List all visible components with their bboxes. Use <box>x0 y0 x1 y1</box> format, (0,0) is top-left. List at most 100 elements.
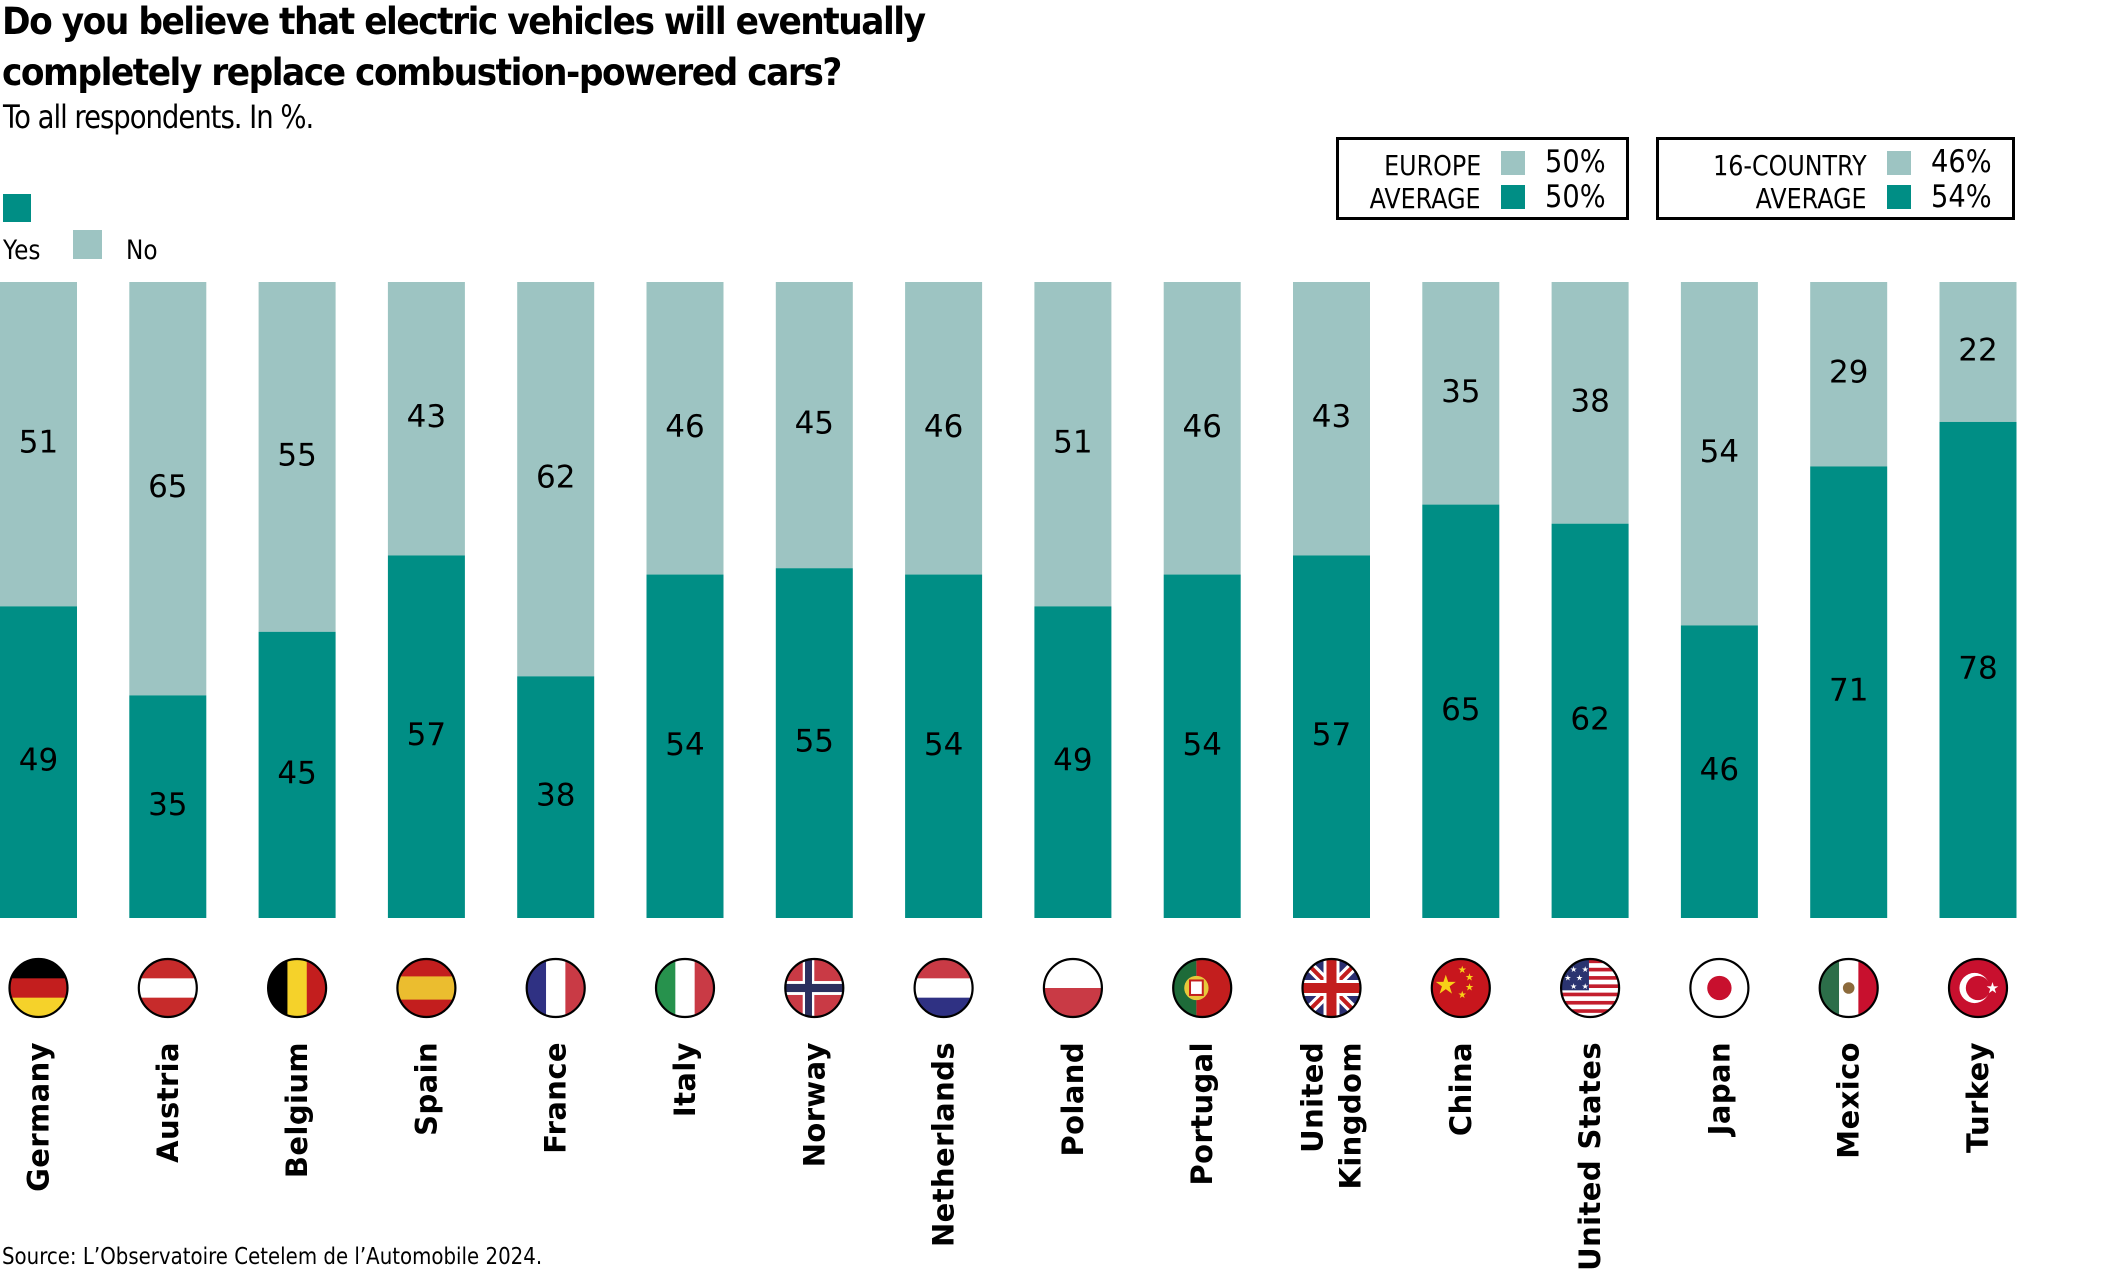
sixteen-country-average-yes-swatch <box>1887 185 1911 209</box>
bar-no-poland <box>1034 282 1112 607</box>
category-label-line: Mexico <box>1832 1042 1866 1159</box>
svg-text:★: ★ <box>1570 982 1577 991</box>
category-label-portugal: Portugal <box>1185 1042 1219 1185</box>
data-label-no-united-kingdom: 43 <box>1312 399 1351 435</box>
data-label-yes-spain: 57 <box>407 717 446 753</box>
europe-average-label-line-2: AVERAGE <box>1369 182 1481 215</box>
svg-text:★: ★ <box>1434 969 1457 999</box>
data-label-yes-united-states: 62 <box>1570 701 1609 737</box>
category-label-germany: Germany <box>22 1042 56 1192</box>
category-label-line: Italy <box>668 1042 702 1117</box>
flag-belgium-icon <box>267 957 328 1019</box>
svg-text:★: ★ <box>1458 990 1467 1001</box>
bar-yes-mexico <box>1810 466 1888 918</box>
category-label-belgium: Belgium <box>280 1042 314 1178</box>
data-label-yes-austria: 35 <box>148 787 187 823</box>
bar-yes-portugal <box>1163 574 1241 918</box>
bar-group-china: 35 65 <box>1422 282 1500 918</box>
bar-no-mexico <box>1810 282 1888 467</box>
bar-no-italy <box>646 282 724 575</box>
category-label-turkey: Turkey <box>1961 1042 1995 1153</box>
data-label-yes-netherlands: 54 <box>924 727 963 763</box>
category-label-line: Japan <box>1702 1042 1736 1137</box>
category-label-united-kingdom: United Kingdom <box>1296 1042 1368 1190</box>
bar-no-china <box>1422 282 1500 505</box>
category-label-line: France <box>539 1042 573 1154</box>
category-label-china: China <box>1444 1042 1478 1136</box>
category-label-norway: Norway <box>797 1042 831 1167</box>
bar-no-germany <box>0 282 77 607</box>
bar-no-turkey <box>1939 282 2017 422</box>
bar-no-norway <box>775 282 853 569</box>
chart-title-line-2: completely replace combustion-powered ca… <box>2 51 842 94</box>
bar-no-united-states <box>1551 282 1629 524</box>
flag-spain-icon <box>396 957 457 1019</box>
data-label-yes-japan: 46 <box>1700 752 1739 788</box>
category-label-mexico: Mexico <box>1832 1042 1866 1159</box>
bar-yes-china <box>1422 504 1500 918</box>
svg-text:★: ★ <box>1570 965 1577 974</box>
data-label-yes-norway: 55 <box>795 724 834 760</box>
bar-yes-norway <box>775 568 853 918</box>
flag-norway-icon <box>784 957 845 1019</box>
sixteen-country-average-label-line-1: 16-COUNTRY <box>1713 149 1867 182</box>
flag-italy-icon <box>654 957 716 1019</box>
category-label-line: United <box>1296 1042 1330 1153</box>
bar-no-france <box>517 282 595 677</box>
europe-average-yes-value: 50% <box>1545 179 1606 215</box>
bar-no-portugal <box>1163 282 1241 575</box>
bar-group-italy: 46 54 <box>646 282 724 918</box>
category-label-line: Spain <box>409 1042 443 1136</box>
flag-united-kingdom-icon <box>1301 957 1362 1019</box>
flag-poland-icon <box>1042 957 1104 1019</box>
data-label-no-poland: 51 <box>1053 425 1092 461</box>
sixteen-country-average-no-swatch <box>1887 151 1911 175</box>
bar-group-united-states: 38 62 <box>1551 282 1629 918</box>
data-label-no-italy: 46 <box>665 409 704 445</box>
bar-group-poland: 51 49 <box>1034 282 1112 918</box>
bar-group-turkey: 22 78 <box>1939 282 2017 918</box>
category-label-united-states: United States <box>1573 1042 1607 1270</box>
bar-yes-turkey <box>1939 421 2017 918</box>
svg-text:★: ★ <box>1576 974 1583 983</box>
data-label-yes-mexico: 71 <box>1829 673 1868 709</box>
category-label-austria: Austria <box>151 1042 185 1163</box>
svg-text:★: ★ <box>1465 972 1474 983</box>
bar-yes-germany <box>0 606 77 918</box>
europe-average-no-swatch <box>1501 151 1525 175</box>
category-label-line: Belgium <box>280 1042 314 1178</box>
legend-no-label: No <box>126 235 158 266</box>
category-label-france: France <box>539 1042 573 1154</box>
bar-group-japan: 54 46 <box>1680 282 1758 918</box>
bar-yes-poland <box>1034 606 1112 918</box>
bar-group-mexico: 29 71 <box>1810 282 1888 918</box>
category-label-line: China <box>1444 1042 1478 1136</box>
category-label-line: Norway <box>797 1042 831 1167</box>
bar-group-norway: 45 55 <box>775 282 853 918</box>
data-label-yes-poland: 49 <box>1053 743 1092 779</box>
bar-yes-united-kingdom <box>1293 555 1370 918</box>
sixteen-country-average-box: 16-COUNTRY AVERAGE 46% 54% <box>1656 137 2015 220</box>
bar-no-spain <box>387 282 465 556</box>
svg-text:★: ★ <box>1458 965 1467 976</box>
legend-yes-label: Yes <box>3 235 41 266</box>
category-label-line: Kingdom <box>1334 1042 1368 1190</box>
bar-group-france: 62 38 <box>517 282 595 918</box>
bar-group-netherlands: 46 54 <box>905 282 983 918</box>
source-note: Source: L’Observatoire Cetelem de l’Auto… <box>2 1244 543 1270</box>
category-label-line: Austria <box>151 1042 185 1163</box>
bar-yes-austria <box>129 695 207 918</box>
bar-group-austria: 65 35 <box>129 282 207 918</box>
svg-text:★: ★ <box>1986 980 1999 997</box>
bar-yes-netherlands <box>905 574 983 918</box>
category-label-japan: Japan <box>1702 1042 1736 1137</box>
bar-yes-spain <box>387 555 465 918</box>
data-label-no-portugal: 46 <box>1182 409 1221 445</box>
category-label-line: United States <box>1573 1042 1607 1270</box>
bar-group-portugal: 46 54 <box>1163 282 1241 918</box>
bar-no-japan <box>1680 282 1758 626</box>
svg-text:★: ★ <box>1564 974 1571 983</box>
data-label-yes-germany: 49 <box>19 743 58 779</box>
chart-title-line-1: Do you believe that electric vehicles wi… <box>2 0 926 43</box>
